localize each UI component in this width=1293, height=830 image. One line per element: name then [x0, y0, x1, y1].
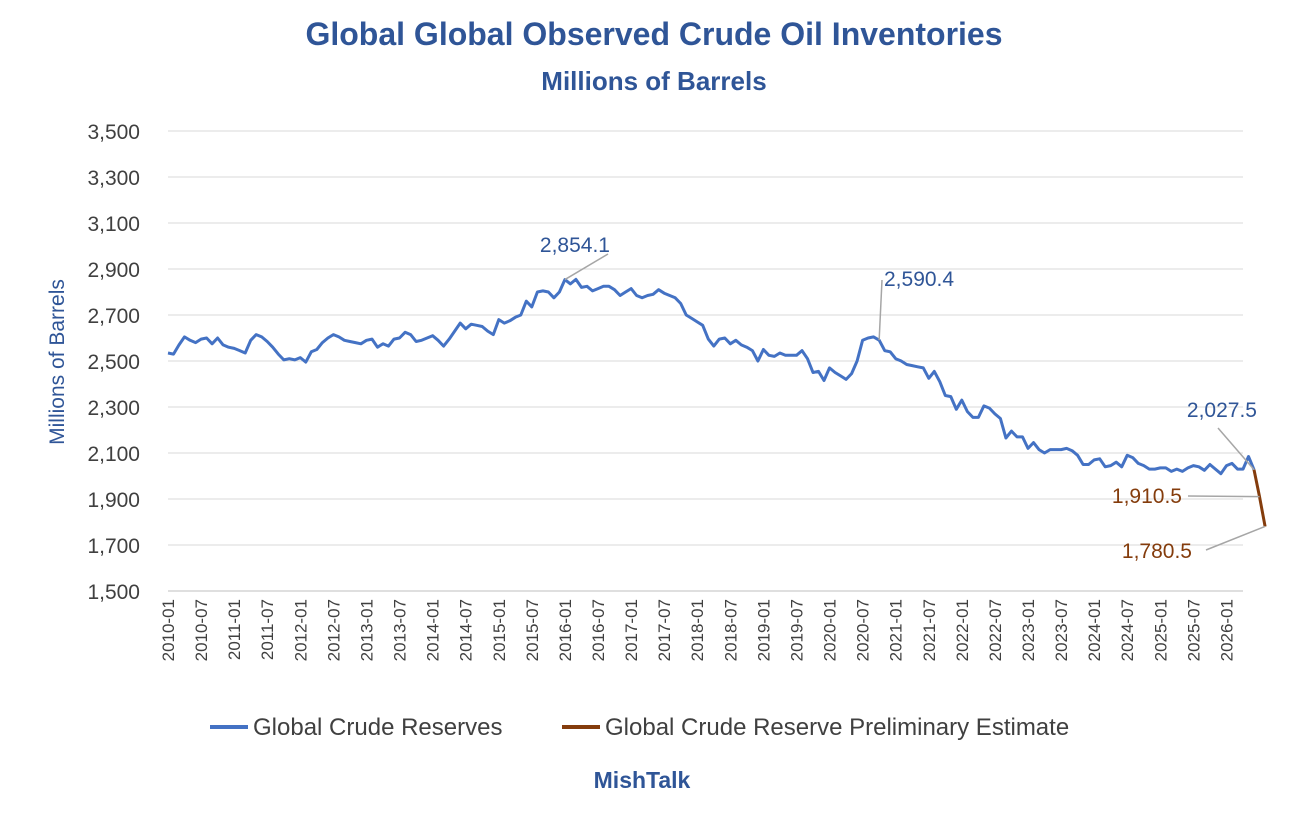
- y-tick-label: 2,700: [87, 305, 140, 328]
- x-tick-label: 2019-01: [754, 599, 773, 661]
- x-tick-label: 2023-07: [1052, 599, 1071, 661]
- series-group: [167, 277, 1267, 527]
- x-axis-ticks: 2010-01 2010-07 2011-01 2011-07 2012-01 2012-…: [159, 599, 1236, 661]
- chart-title: Global Global Observed Crude Oil Invento…: [305, 16, 1002, 52]
- legend-label: Global Crude Reserve Preliminary Estimat…: [605, 714, 1069, 741]
- x-tick-label: 2015-07: [523, 599, 542, 661]
- series-line-1: [167, 277, 1256, 476]
- y-tick-label: 1,700: [87, 535, 140, 558]
- x-tick-label: 2019-07: [787, 599, 806, 661]
- annotation-leader: [564, 253, 609, 281]
- x-tick-label: 2014-01: [424, 599, 443, 661]
- x-tick-label: 2024-07: [1118, 599, 1137, 661]
- chart-subtitle: Millions of Barrels: [541, 66, 766, 96]
- x-tick-label: 2017-07: [655, 599, 674, 661]
- annotation-leader: [1187, 495, 1260, 498]
- y-tick-label: 2,300: [87, 397, 140, 420]
- legend: Global Crude Reserves Global Crude Reserv…: [210, 714, 1069, 741]
- gridlines: [168, 130, 1243, 592]
- y-tick-label: 2,900: [87, 259, 140, 282]
- x-tick-label: 2024-01: [1085, 599, 1104, 661]
- x-tick-label: 2013-01: [357, 599, 376, 661]
- data-label: 1,910.5: [1112, 485, 1182, 508]
- x-tick-label: 2017-01: [622, 599, 641, 661]
- y-axis-label: Millions of Barrels: [46, 279, 69, 445]
- x-tick-label: 2011-07: [258, 599, 277, 660]
- y-tick-label: 3,300: [87, 167, 140, 190]
- x-tick-label: 2016-01: [556, 599, 575, 661]
- x-tick-label: 2022-07: [986, 599, 1005, 661]
- x-tick-label: 2020-01: [821, 599, 840, 661]
- x-tick-label: 2010-07: [192, 599, 211, 661]
- x-tick-label: 2026-01: [1217, 599, 1236, 661]
- x-tick-label: 2025-07: [1184, 599, 1203, 661]
- series-line-2: [1252, 469, 1267, 527]
- y-tick-label: 2,100: [87, 443, 140, 466]
- annotation-leader: [1205, 525, 1266, 551]
- annotation-leader: [1217, 427, 1255, 471]
- y-axis-ticks: 1,500 1,700 1,900 2,100 2,300 2,500 2,700 2,900…: [87, 121, 140, 604]
- y-tick-label: 3,500: [87, 121, 140, 144]
- data-label: 2,854.1: [540, 234, 610, 257]
- x-tick-label: 2010-01: [159, 599, 178, 661]
- x-tick-label: 2025-01: [1151, 599, 1170, 661]
- data-label: 2,590.4: [884, 268, 954, 291]
- x-tick-label: 2018-07: [721, 599, 740, 661]
- x-tick-label: 2012-01: [291, 599, 310, 661]
- legend-label: Global Crude Reserves: [253, 714, 502, 741]
- x-tick-label: 2023-01: [1019, 599, 1038, 661]
- y-tick-label: 3,100: [87, 213, 140, 236]
- data-label: 2,027.5: [1187, 399, 1257, 422]
- x-tick-label: 2011-01: [225, 599, 244, 660]
- x-tick-label: 2022-01: [953, 599, 972, 661]
- x-tick-label: 2016-07: [589, 599, 608, 661]
- footer-credit: MishTalk: [594, 767, 691, 793]
- x-tick-label: 2012-07: [324, 599, 343, 661]
- x-tick-label: 2014-07: [457, 599, 476, 661]
- y-tick-label: 1,500: [87, 581, 140, 604]
- y-tick-label: 2,500: [87, 351, 140, 374]
- x-tick-label: 2013-07: [391, 599, 410, 661]
- x-tick-label: 2018-01: [688, 599, 707, 661]
- x-tick-label: 2021-01: [887, 599, 906, 661]
- y-tick-label: 1,900: [87, 489, 140, 512]
- x-tick-label: 2015-01: [490, 599, 509, 661]
- annotation-group: 2,854.1 2,590.4 2,027.5 1,910.5 1,780.5: [540, 234, 1266, 563]
- x-tick-label: 2020-07: [854, 599, 873, 661]
- annotation-leader: [878, 279, 883, 341]
- x-tick-label: 2021-07: [920, 599, 939, 661]
- data-label: 1,780.5: [1122, 540, 1192, 563]
